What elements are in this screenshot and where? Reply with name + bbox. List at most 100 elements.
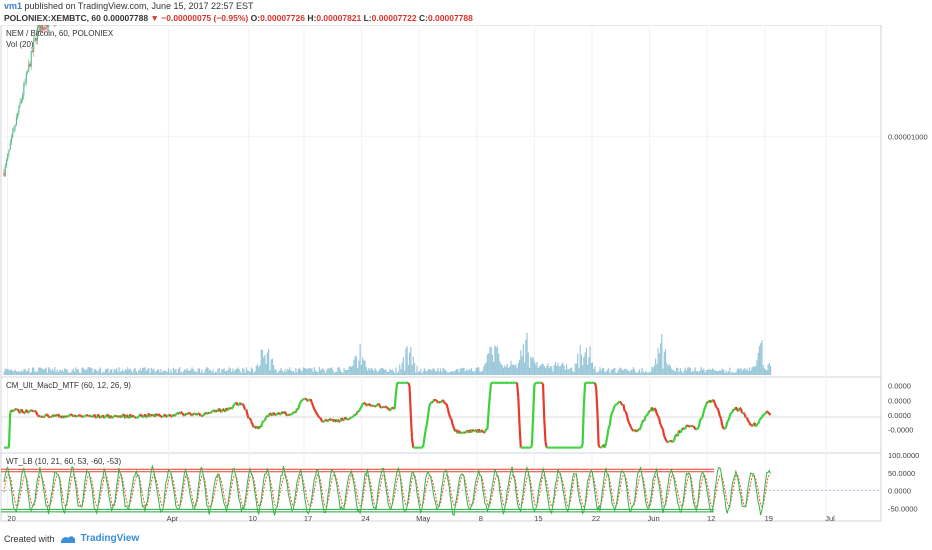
volume-bar bbox=[70, 372, 72, 375]
macd-segment bbox=[756, 422, 759, 426]
volume-bar bbox=[399, 364, 401, 375]
volume-bar bbox=[727, 371, 730, 375]
volume-bar bbox=[760, 343, 762, 375]
volume-bar bbox=[112, 372, 114, 375]
macd-segment bbox=[237, 403, 240, 407]
volume-bar bbox=[496, 346, 498, 375]
volume-bar bbox=[417, 371, 419, 375]
volume-bar bbox=[153, 368, 155, 375]
volume-bar bbox=[230, 371, 233, 375]
macd-segment bbox=[543, 418, 547, 442]
volume-bar bbox=[580, 354, 583, 375]
volume-bar bbox=[239, 371, 241, 375]
tradingview-brand[interactable]: TradingView bbox=[80, 533, 140, 544]
macd-segment bbox=[46, 414, 50, 418]
volume-bar bbox=[626, 369, 628, 375]
volume-bar bbox=[525, 339, 527, 375]
volume-bar bbox=[66, 369, 68, 375]
y-tick-label: 0.00001000 bbox=[888, 132, 928, 141]
volume-bar bbox=[61, 369, 63, 375]
x-tick-label: 15 bbox=[534, 514, 542, 523]
volume-bar bbox=[655, 358, 657, 375]
macd-segment bbox=[692, 425, 697, 430]
macd-segment bbox=[673, 435, 677, 441]
macd-segment bbox=[580, 444, 584, 448]
volume-bar bbox=[488, 353, 490, 375]
volume-bar bbox=[271, 358, 273, 375]
volume-bar bbox=[437, 367, 439, 375]
macd-segment bbox=[269, 412, 272, 415]
chart-area[interactable]: 0.000030050.0000778802:22 0.000010000.00… bbox=[0, 25, 932, 523]
macd-segment bbox=[377, 402, 381, 407]
volume-bar bbox=[175, 368, 177, 375]
macd-segment bbox=[336, 419, 340, 422]
volume-bar bbox=[117, 371, 119, 375]
volume-bar bbox=[119, 371, 121, 375]
volume-bar bbox=[139, 368, 141, 375]
volume-bar bbox=[470, 368, 473, 375]
volume-bar bbox=[350, 366, 353, 375]
macd-segment bbox=[261, 420, 265, 424]
footer: Created with TradingView bbox=[4, 533, 139, 544]
macd-segment bbox=[110, 416, 114, 420]
volume-bar bbox=[233, 371, 235, 375]
time-axis[interactable]: 20 Apr 10 17 24 May 8 15 22 Jun 12 19 Jul bbox=[7, 514, 835, 523]
volume-bar bbox=[637, 371, 639, 375]
macd-segment bbox=[671, 439, 675, 443]
macd-segment bbox=[745, 417, 750, 422]
macd-segment bbox=[721, 425, 725, 429]
volume-bar bbox=[270, 359, 272, 375]
volume-bar bbox=[677, 367, 679, 375]
volume-bar bbox=[209, 369, 212, 375]
macd-segment bbox=[73, 414, 77, 418]
macd-segment bbox=[487, 395, 491, 412]
volume-bar bbox=[43, 369, 45, 375]
volume-bar bbox=[520, 350, 522, 375]
main-pane-border bbox=[0, 25, 882, 378]
volume-bar bbox=[391, 369, 393, 375]
volume-bar bbox=[244, 372, 246, 375]
volume-bar bbox=[705, 369, 707, 375]
macd-segment bbox=[593, 382, 598, 388]
volume-bar bbox=[585, 347, 587, 375]
volume-bar bbox=[97, 371, 99, 375]
volume-bar bbox=[28, 368, 30, 375]
volume-bar bbox=[507, 367, 510, 375]
macd-segment bbox=[373, 404, 376, 408]
macd-segment bbox=[639, 423, 643, 428]
macd-segment bbox=[629, 426, 634, 430]
volume-bar bbox=[652, 367, 654, 375]
price-axis[interactable]: 0.000010000.000020000.000040000.00005000… bbox=[888, 25, 928, 513]
volume-bar bbox=[689, 367, 691, 375]
volume-bar bbox=[34, 371, 36, 375]
volume-bar bbox=[7, 368, 9, 375]
candle-body bbox=[33, 41, 35, 52]
volume-bars bbox=[3, 332, 772, 375]
macd-segment bbox=[529, 445, 533, 449]
volume-bar bbox=[480, 371, 482, 375]
volume-bar bbox=[476, 367, 479, 375]
macd-segment bbox=[393, 393, 398, 409]
volume-bar bbox=[610, 370, 612, 375]
volume-bar bbox=[359, 344, 361, 375]
macd-segment bbox=[349, 416, 353, 420]
volume-bar bbox=[594, 366, 596, 375]
macd-segment bbox=[245, 409, 249, 416]
volume-bar bbox=[631, 369, 633, 375]
macd-segment bbox=[759, 416, 763, 420]
volume-bar bbox=[219, 372, 222, 375]
author-link[interactable]: vm1 bbox=[4, 1, 23, 11]
volume-bar bbox=[415, 372, 417, 375]
wt-main-line bbox=[3, 464, 771, 517]
x-tick-label: 17 bbox=[304, 514, 312, 523]
volume-bar bbox=[329, 367, 332, 375]
macd-segment bbox=[724, 421, 729, 428]
volume-bar bbox=[392, 371, 395, 375]
macd-segment bbox=[394, 382, 399, 395]
macd-segment bbox=[702, 407, 707, 412]
macd-segment bbox=[423, 430, 427, 439]
volume-bar bbox=[333, 372, 335, 375]
volume-bar bbox=[285, 371, 287, 375]
macd-segment bbox=[291, 411, 295, 415]
volume-bar bbox=[744, 368, 746, 375]
